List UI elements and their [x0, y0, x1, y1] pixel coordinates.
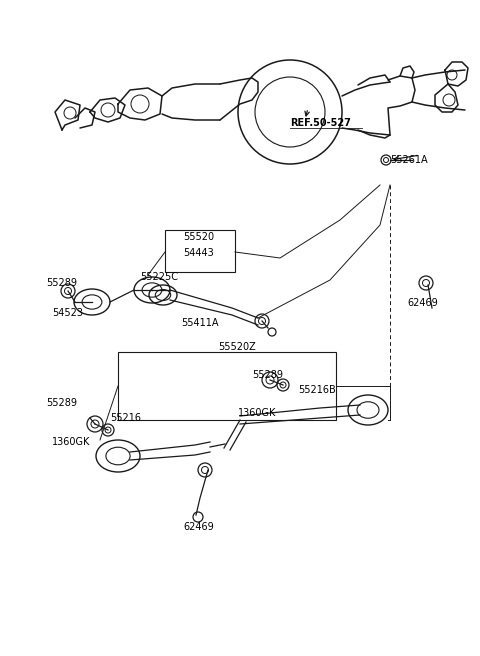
- Text: 55216B: 55216B: [298, 385, 336, 395]
- Text: 62469: 62469: [407, 298, 438, 308]
- Text: 55216: 55216: [110, 413, 141, 423]
- Text: 1360GK: 1360GK: [52, 437, 90, 447]
- Text: 55289: 55289: [252, 370, 283, 380]
- Bar: [118, 352, 336, 420]
- Text: 55411A: 55411A: [181, 318, 218, 328]
- Text: 54523: 54523: [52, 308, 83, 318]
- Text: 62469: 62469: [183, 522, 214, 532]
- Bar: [165, 230, 235, 272]
- Text: 1360GK: 1360GK: [238, 408, 276, 418]
- Text: 55289: 55289: [46, 278, 77, 288]
- Text: 55289: 55289: [46, 398, 77, 408]
- Text: 55520: 55520: [183, 232, 214, 242]
- Text: 55261A: 55261A: [390, 155, 428, 165]
- Text: 55520Z: 55520Z: [218, 342, 256, 352]
- Text: 54443: 54443: [183, 248, 214, 258]
- Text: REF.50-527: REF.50-527: [290, 118, 351, 128]
- Text: 55225C: 55225C: [140, 272, 178, 282]
